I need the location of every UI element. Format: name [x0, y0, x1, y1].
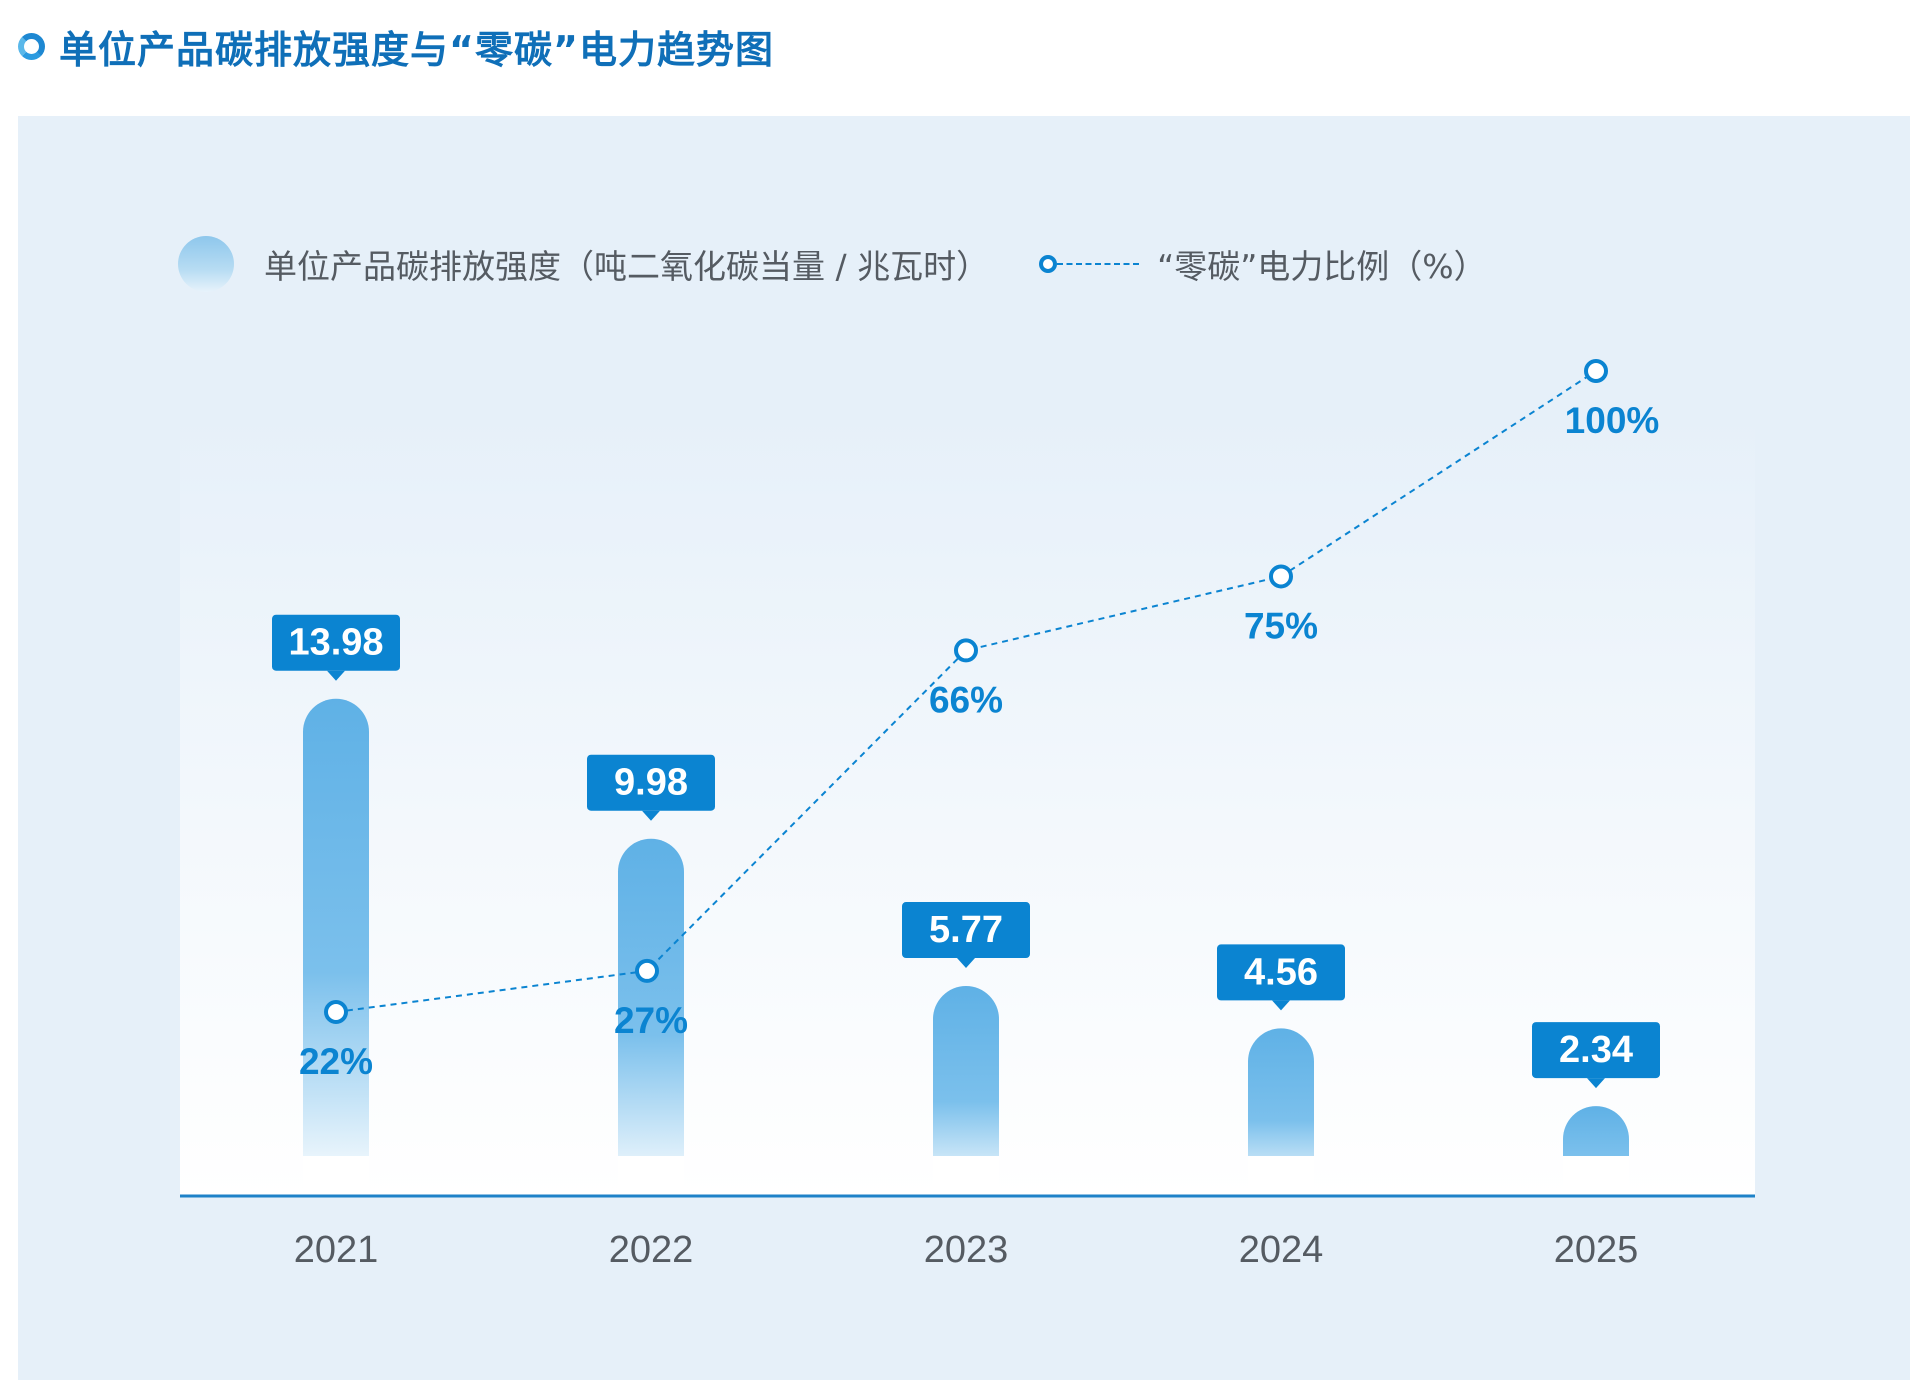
bar-2023 — [933, 986, 999, 1196]
bar-value-pointer — [957, 958, 975, 969]
bar-base-fill — [1248, 1156, 1314, 1196]
ring-icon — [18, 32, 45, 60]
bar-value-pointer — [327, 670, 345, 681]
line-point-label: 100% — [1565, 400, 1660, 441]
line-point-label: 27% — [614, 1000, 688, 1041]
line-point-label: 22% — [299, 1041, 373, 1082]
line-legend-label: “零碳”电力比例（%） — [1157, 247, 1487, 286]
bar-2021 — [303, 698, 369, 1196]
bar-value-pointer — [1272, 1000, 1290, 1011]
bar-value-pointer — [1587, 1078, 1605, 1089]
x-tick-label: 2025 — [1554, 1229, 1639, 1271]
bar-value-label: 2.34 — [1559, 1029, 1633, 1071]
line-point-label: 66% — [929, 679, 1003, 720]
bar-value-box — [902, 902, 1030, 959]
line-point — [1584, 359, 1608, 383]
bar-value-box — [1532, 1022, 1660, 1079]
bar-value-label: 13.98 — [288, 622, 383, 664]
line-point — [954, 638, 978, 663]
bar-value-box — [587, 754, 715, 811]
line-point — [1269, 564, 1293, 589]
line-point — [324, 1000, 348, 1024]
page-title: 单位产品碳排放强度与“零碳”电力趋势图 — [59, 27, 774, 72]
line-series-path — [335, 370, 1597, 1013]
line-point-label: 75% — [1244, 605, 1318, 646]
chart-heading: 单位产品碳排放强度与“零碳”电力趋势图 — [18, 18, 774, 74]
bar-value-label: 5.77 — [929, 909, 1003, 951]
line-legend: “零碳”电力比例（%） — [1039, 240, 1487, 288]
bar-base-fill — [303, 1156, 369, 1196]
bar-value-box — [1217, 944, 1345, 1001]
x-tick-label: 2024 — [1239, 1229, 1324, 1271]
bar-2022 — [618, 838, 684, 1196]
x-tick-label: 2021 — [294, 1229, 379, 1271]
line-legend-dash — [1057, 263, 1140, 265]
bar-base-fill — [933, 1156, 999, 1196]
line-legend-marker-icon — [1039, 255, 1058, 273]
line-point — [635, 958, 659, 983]
bar-value-label: 4.56 — [1244, 951, 1318, 993]
bar-legend-swatch-icon — [178, 236, 234, 292]
x-tick-label: 2023 — [924, 1229, 1009, 1271]
bar-legend-label: 单位产品碳排放强度（吨二氧化碳当量 / 兆瓦时） — [264, 247, 990, 286]
legend: 单位产品碳排放强度（吨二氧化碳当量 / 兆瓦时） “零碳”电力比例（%） — [178, 236, 1487, 292]
bar-value-box — [272, 614, 400, 671]
bar-base-fill — [1563, 1156, 1629, 1196]
bar-base-fill — [618, 1156, 684, 1196]
bar-value-label: 9.98 — [614, 762, 688, 804]
bar-2024 — [1248, 1028, 1314, 1196]
bar-value-pointer — [642, 810, 660, 821]
x-tick-label: 2022 — [609, 1229, 694, 1271]
